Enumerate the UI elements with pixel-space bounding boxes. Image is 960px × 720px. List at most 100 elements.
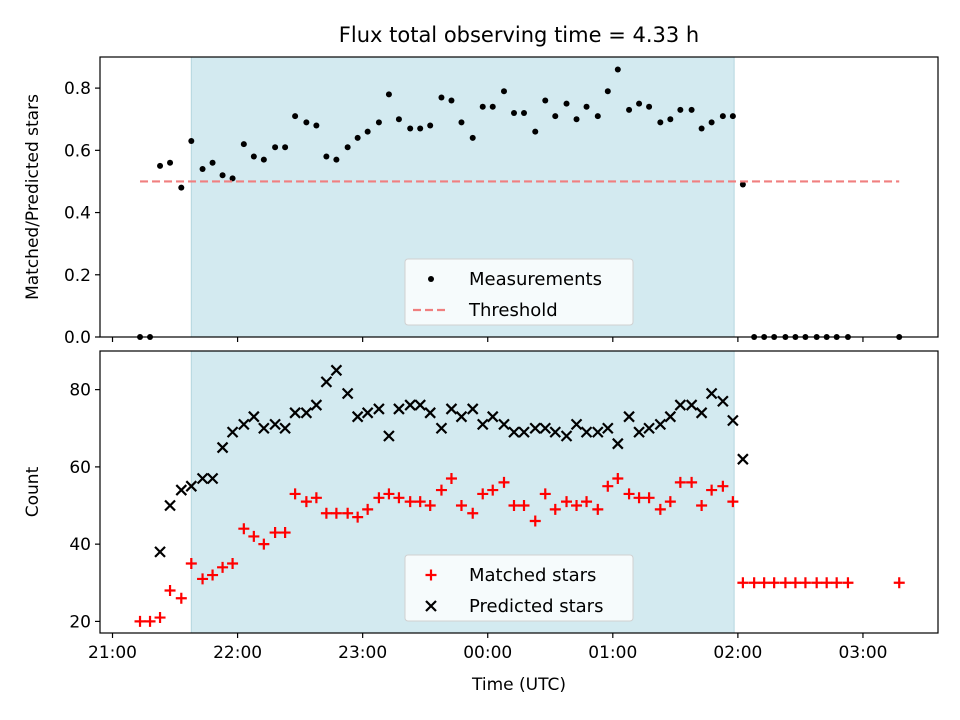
- x-point-series1-13: [289, 407, 301, 419]
- bottom-panel-marks: [134, 364, 905, 627]
- y-tick-label-3: 80: [69, 381, 91, 401]
- plus-point-series0-22: [362, 503, 374, 515]
- dot-point-series0-2: [157, 162, 164, 169]
- plus-point-series0-49: [643, 492, 655, 504]
- plus-point-series0-52: [674, 476, 686, 488]
- dot-point-series0-7: [209, 159, 216, 166]
- legend-box: [404, 258, 634, 326]
- x-tick-label-1: 22:00: [213, 643, 262, 663]
- x-tick-label-5: 02:00: [713, 643, 762, 663]
- x-point-series1-44: [612, 437, 624, 450]
- x-point-series1-8: [238, 418, 250, 431]
- legend-label-0: Matched stars: [469, 565, 596, 586]
- x-point-series1-18: [341, 387, 354, 400]
- plus-point-series0-3: [164, 585, 176, 597]
- plus-point-series0-24: [383, 488, 395, 500]
- plus-point-series0-12: [258, 538, 270, 550]
- dot-point-series0-50: [657, 119, 664, 126]
- plus-point-series0-19: [330, 507, 342, 519]
- dot-point-series0-51: [667, 116, 674, 123]
- plus-point-series0-1: [144, 615, 156, 627]
- plus-point-series0-27: [414, 496, 426, 508]
- x-point-series1-6: [216, 441, 229, 454]
- plus-point-series0-68: [842, 577, 854, 589]
- legend-swatch-1: [425, 600, 437, 612]
- x-point-series1-12: [279, 422, 291, 435]
- plus-point-series0-53: [686, 476, 698, 488]
- dot-point-series0-9: [229, 175, 236, 182]
- plus-point-series0-9: [227, 557, 239, 569]
- x-tick-label-6: 03:00: [838, 643, 887, 663]
- plus-point-series0-7: [207, 569, 219, 581]
- x-point-series1-3: [185, 480, 198, 492]
- x-point-series1-32: [486, 410, 499, 423]
- plus-point-series0-46: [612, 472, 624, 484]
- plus-point-series0-45: [602, 480, 614, 492]
- top-panel-frame: [99, 56, 939, 338]
- dot-point-series0-4: [178, 184, 185, 191]
- plus-point-series0-55: [706, 484, 718, 496]
- dot-point-series0-31: [458, 119, 465, 126]
- bottom-panel-axes: 21:00 22:00 23:00 00:00 01:00 02:00 03:00 20 40 6…: [69, 381, 887, 663]
- dot-point-series0-53: [688, 106, 695, 113]
- x-point-series1-54: [717, 395, 729, 407]
- plus-point-series0-23: [373, 492, 385, 504]
- plus-point-series0-43: [581, 496, 593, 508]
- dot-point-series0-41: [563, 100, 570, 107]
- top-panel-legend: Measurements Threshold: [404, 258, 634, 326]
- legend-label-0: Measurements: [469, 269, 602, 290]
- dot-point-series0-26: [407, 125, 414, 132]
- dot-point-series0-12: [260, 156, 267, 163]
- x-point-series1-30: [466, 403, 479, 415]
- y-tick-label-0: 20: [69, 612, 91, 632]
- legend-box: [404, 554, 634, 622]
- dot-point-series0-24: [385, 91, 392, 98]
- dot-point-series0-11: [250, 153, 257, 160]
- legend-swatch-0: [428, 276, 434, 282]
- x-point-series1-23: [393, 403, 405, 415]
- plus-point-series0-62: [779, 577, 791, 589]
- plus-point-series0-8: [217, 561, 229, 573]
- x-point-series1-29: [455, 410, 468, 423]
- x-axis-label: Time (UTC): [471, 675, 566, 695]
- plus-point-series0-26: [404, 496, 416, 508]
- plus-point-series0-0: [134, 615, 146, 627]
- x-point-series1-17: [330, 364, 343, 377]
- x-point-series1-19: [351, 410, 364, 423]
- dot-point-series0-22: [364, 128, 371, 135]
- dot-point-series0-19: [333, 156, 340, 163]
- plus-point-series0-34: [487, 484, 499, 496]
- dot-point-series0-25: [395, 116, 402, 123]
- x-point-series1-4: [196, 472, 209, 485]
- plus-point-series0-41: [561, 496, 573, 508]
- plus-point-series0-44: [592, 503, 604, 515]
- dot-point-series0-10: [240, 141, 247, 148]
- plus-point-series0-35: [498, 476, 510, 488]
- x-point-series1-56: [737, 453, 749, 465]
- x-tick-label-0: 21:00: [88, 643, 137, 663]
- dot-point-series0-49: [646, 103, 653, 110]
- x-point-series1-28: [445, 403, 458, 415]
- legend-label-1: Predicted stars: [469, 596, 603, 617]
- dot-point-series0-58: [739, 181, 746, 188]
- plus-point-series0-56: [717, 480, 729, 492]
- dot-point-series0-55: [708, 119, 715, 126]
- x-point-series1-0: [154, 546, 166, 558]
- x-tick-label-3: 00:00: [463, 643, 512, 663]
- dot-point-series0-39: [542, 97, 549, 104]
- plus-point-series0-69: [893, 577, 905, 589]
- x-point-series1-25: [414, 399, 426, 411]
- x-point-series1-53: [705, 387, 718, 400]
- y-tick-label-1: 40: [69, 535, 91, 555]
- dot-point-series0-44: [594, 113, 601, 120]
- dot-point-series0-47: [626, 106, 633, 113]
- plus-point-series0-61: [768, 577, 780, 589]
- x-point-series1-7: [226, 426, 239, 438]
- plus-point-series0-20: [342, 507, 354, 519]
- plus-point-series0-5: [185, 557, 197, 569]
- dot-point-series0-18: [323, 153, 330, 160]
- y-tick-label-2: 60: [69, 458, 91, 478]
- y-tick-label-2: 0.4: [64, 204, 91, 224]
- dot-point-series0-27: [417, 125, 424, 132]
